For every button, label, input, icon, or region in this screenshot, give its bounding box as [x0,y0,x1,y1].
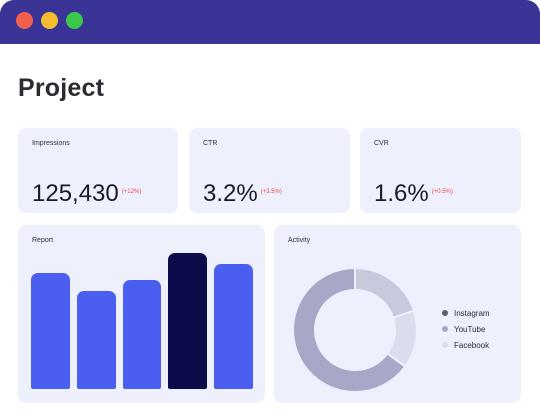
ctr-value: 3.2% [203,180,258,207]
ctr-delta: (+3.5%) [260,188,282,195]
report-label: Report [32,237,54,244]
ctr-card: CTR 3.2% (+3.5%) [189,128,350,213]
legend-dot-icon [442,326,448,332]
report-bar [122,280,162,389]
cvr-label: CVR [374,140,389,147]
ctr-value-row: 3.2% (+3.5%) [203,180,282,208]
maximize-window-button[interactable] [66,12,83,29]
impressions-label: Impressions [32,140,70,147]
cvr-delta: (+0.5%) [431,188,453,195]
legend-dot-icon [442,310,448,316]
report-bar [168,252,208,389]
impressions-value: 125,430 [32,180,119,207]
report-bar [214,263,253,389]
legend-dot-icon [442,342,448,348]
impressions-value-row: 125,430 (+12%) [32,180,141,208]
page-title: Project [18,74,105,102]
close-window-button[interactable] [16,12,33,29]
impressions-card: Impressions 125,430 (+12%) [18,128,178,213]
legend-item-instagram: Instagram [442,305,490,321]
report-bar-chart [31,249,253,389]
donut-slice-youtube [354,266,416,319]
activity-card: Activity Instagram YouTube Facebook [274,225,521,403]
legend-item-youtube: YouTube [442,321,490,337]
ctr-label: CTR [203,140,218,147]
cvr-card: CVR 1.6% (+0.5%) [360,128,521,213]
donut-slice-instagram [292,266,407,393]
cvr-value: 1.6% [374,180,429,207]
report-card: Report [18,225,265,403]
title-bar [0,0,540,44]
activity-legend: Instagram YouTube Facebook [442,305,490,353]
activity-donut-chart [292,266,418,393]
cvr-value-row: 1.6% (+0.5%) [374,180,453,208]
impressions-delta: (+12%) [121,188,142,195]
activity-label: Activity [288,237,311,244]
donut-slice-facebook [385,309,418,368]
minimize-window-button[interactable] [41,12,58,29]
legend-label: Instagram [454,308,490,318]
legend-label: Facebook [454,340,490,350]
legend-label: YouTube [454,324,486,334]
legend-item-facebook: Facebook [442,337,490,353]
report-bar [76,291,116,389]
report-bar [31,272,70,389]
